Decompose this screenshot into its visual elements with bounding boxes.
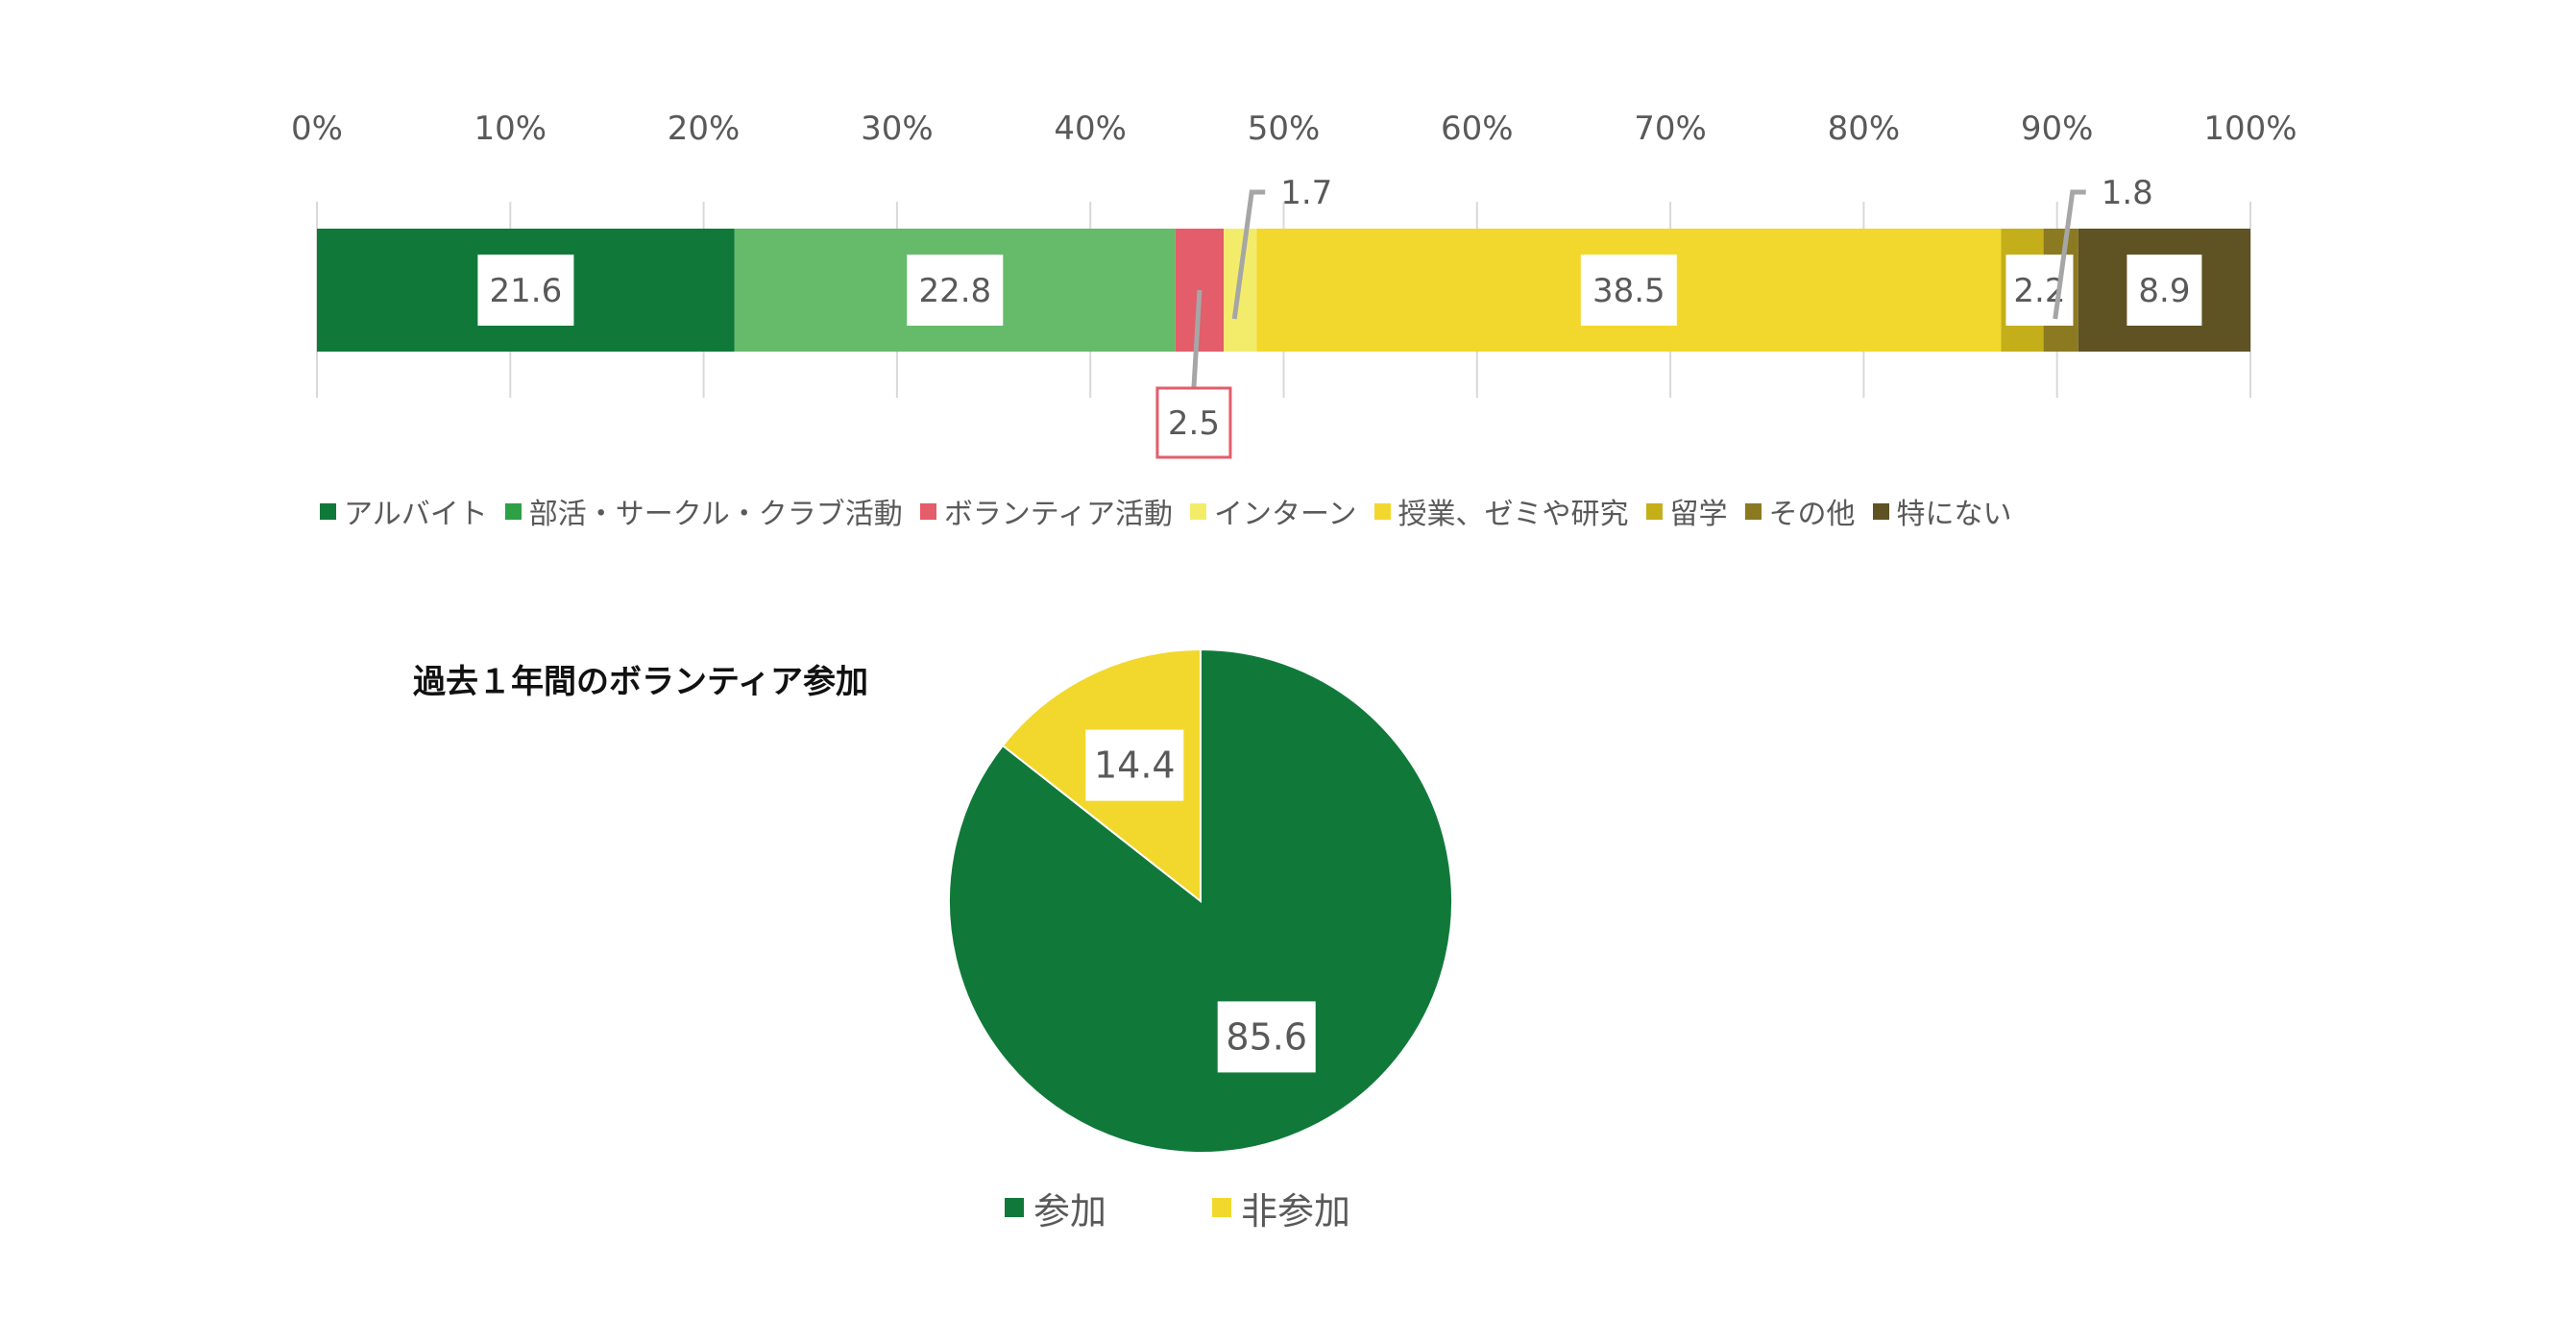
legend-item: アルバイト xyxy=(320,490,488,532)
legend-item: 非参加 xyxy=(1212,1182,1350,1234)
legend-swatch xyxy=(1373,502,1391,520)
pie-slice xyxy=(947,647,1453,1154)
legend-label: 参加 xyxy=(1033,1189,1107,1233)
x-tick-label: 50% xyxy=(1248,110,1321,148)
stacked-bar-chart: 0% 10% 20% 30% 40% 50% 60% 70% 80% 90% 100% 21.6 22.… xyxy=(291,110,2297,459)
legend-swatch xyxy=(1005,1198,1024,1217)
data-label-box xyxy=(1085,729,1184,801)
x-tick-label: 60% xyxy=(1441,110,1514,148)
x-tick-label: 90% xyxy=(2021,110,2094,148)
data-label-box xyxy=(907,255,1004,326)
data-label: 14.4 xyxy=(1094,745,1176,787)
legend-item: 授業、ゼミや研究 xyxy=(1373,490,1629,532)
data-label-box xyxy=(1217,1001,1316,1073)
legend-item: 特にない xyxy=(1872,490,2012,532)
legend-label: 部活・サークル・クラブ活動 xyxy=(528,498,903,531)
legend-item: 留学 xyxy=(1645,490,1728,532)
x-tick-label: 0% xyxy=(291,110,343,148)
legend-item: インターン xyxy=(1190,490,1357,532)
legend-item: 参加 xyxy=(1005,1182,1106,1234)
legend-swatch xyxy=(1872,502,1889,520)
data-label: 8.9 xyxy=(2138,272,2190,310)
legend-item: 部活・サークル・クラブ活動 xyxy=(504,490,903,532)
legend-swatch xyxy=(1645,502,1663,520)
legend-label: ボランティア活動 xyxy=(943,498,1174,531)
legend-label: 授業、ゼミや研究 xyxy=(1397,498,1629,531)
leader-line xyxy=(1191,289,1203,389)
data-label-box xyxy=(477,255,574,326)
pie-chart-legend: 参加 非参加 xyxy=(1005,1182,1456,1234)
legend-item: ボランティア活動 xyxy=(919,490,1174,532)
data-label: 1.7 xyxy=(1280,174,1332,212)
legend-label: インターン xyxy=(1214,498,1357,531)
data-label: 2.5 xyxy=(1168,404,1220,443)
legend-label: 留学 xyxy=(1669,498,1728,531)
x-tick-label: 40% xyxy=(1054,110,1127,148)
data-label: 38.5 xyxy=(1592,272,1665,310)
data-label-box xyxy=(1155,386,1232,459)
pie-slice xyxy=(1001,647,1202,904)
x-tick-label: 100% xyxy=(2203,110,2297,148)
x-tick-label: 10% xyxy=(474,110,547,148)
data-label-box xyxy=(1580,255,1677,326)
x-tick-label: 70% xyxy=(1634,110,1707,148)
legend-label: 特にない xyxy=(1896,498,2012,531)
x-tick-label: 30% xyxy=(861,110,934,148)
legend-swatch xyxy=(1212,1198,1232,1217)
data-label: 21.6 xyxy=(490,272,563,310)
leader-line xyxy=(1231,189,1266,320)
leader-line xyxy=(2053,189,2086,320)
legend-swatch xyxy=(919,502,936,520)
legend-swatch xyxy=(1190,502,1207,520)
x-tick-label: 80% xyxy=(1828,110,1901,148)
bar-chart-legend: アルバイト 部活・サークル・クラブ活動 ボランティア活動 インターン 授業、ゼミや研究 留… xyxy=(320,490,2029,532)
data-label: 85.6 xyxy=(1226,1015,1307,1058)
data-label: 1.8 xyxy=(2102,174,2153,212)
data-label: 22.8 xyxy=(918,272,991,310)
legend-label: 非参加 xyxy=(1241,1189,1351,1233)
legend-item: その他 xyxy=(1744,490,1856,532)
legend-swatch xyxy=(320,502,336,520)
data-label-box xyxy=(2126,255,2202,326)
legend-swatch xyxy=(504,502,522,520)
pie-chart-title: 過去１年間のボランティア参加 xyxy=(413,663,868,701)
legend-label: その他 xyxy=(1768,498,1856,531)
legend-swatch xyxy=(1744,502,1762,520)
x-tick-label: 20% xyxy=(668,110,741,148)
legend-label: アルバイト xyxy=(344,498,488,531)
